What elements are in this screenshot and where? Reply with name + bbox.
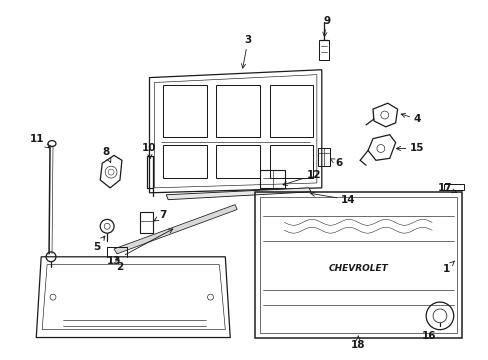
Polygon shape xyxy=(166,188,310,200)
Text: 9: 9 xyxy=(322,15,329,36)
Text: 6: 6 xyxy=(330,158,342,168)
Text: 12: 12 xyxy=(283,170,321,185)
Text: 7: 7 xyxy=(154,211,166,221)
Text: 8: 8 xyxy=(102,148,111,162)
Polygon shape xyxy=(114,204,237,254)
Text: 16: 16 xyxy=(421,330,435,341)
Text: 2: 2 xyxy=(116,257,123,272)
Text: 17: 17 xyxy=(437,183,455,193)
Text: 1: 1 xyxy=(442,261,453,274)
Text: 13: 13 xyxy=(106,229,172,266)
Text: 18: 18 xyxy=(350,336,365,350)
Text: 3: 3 xyxy=(241,35,251,68)
Text: 5: 5 xyxy=(93,236,104,252)
Text: CHEVROLET: CHEVROLET xyxy=(327,264,387,273)
Text: 4: 4 xyxy=(400,113,420,124)
Text: 10: 10 xyxy=(142,144,157,158)
Text: 11: 11 xyxy=(30,134,49,148)
Text: 14: 14 xyxy=(310,192,355,205)
Text: 15: 15 xyxy=(396,144,424,153)
